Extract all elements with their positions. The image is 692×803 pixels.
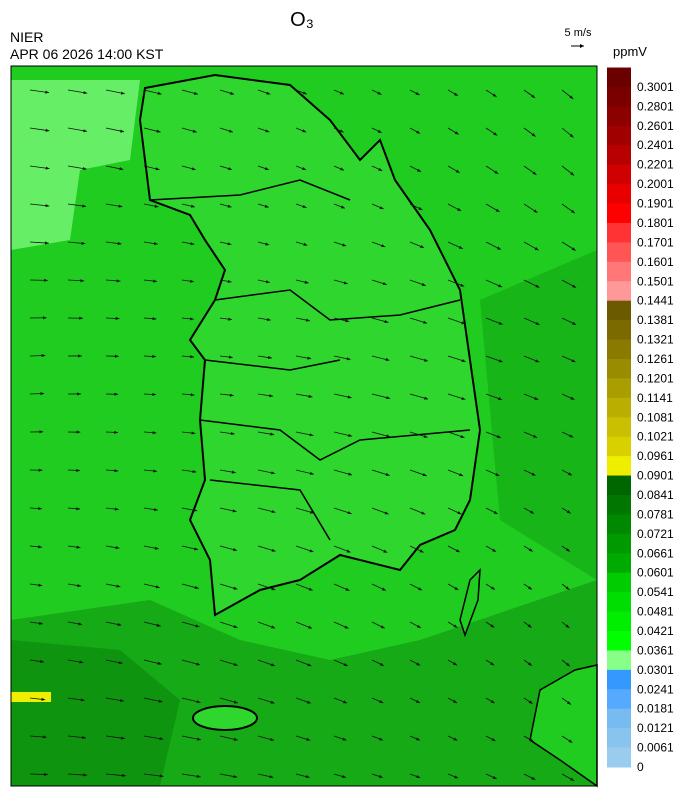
marker — [11, 692, 51, 702]
colorbar-segment — [607, 592, 631, 612]
colorbar-segment — [607, 689, 631, 709]
colorbar-label: 0.0121 — [637, 721, 674, 735]
colorbar-label: 0.0901 — [637, 469, 674, 483]
colorbar-label: 0.1201 — [637, 371, 674, 385]
colorbar-label: 0.0721 — [637, 527, 674, 541]
colorbar-label: 0.1601 — [637, 255, 674, 269]
colorbar-segment — [607, 456, 631, 476]
colorbar-segment — [607, 476, 631, 496]
colorbar-segment — [607, 553, 631, 573]
colorbar-label: 0.0961 — [637, 449, 674, 463]
colorbar-label: 0.1701 — [637, 235, 674, 249]
colorbar-segment — [607, 359, 631, 379]
colorbar-segment — [607, 145, 631, 165]
colorbar-segment — [607, 748, 631, 768]
jeju — [193, 706, 257, 730]
colorbar-label: 0.1321 — [637, 333, 674, 347]
source: NIER — [10, 29, 43, 45]
colorbar-label: 0.0361 — [637, 643, 674, 657]
colorbar-label: 0.1081 — [637, 410, 674, 424]
colorbar-segment — [607, 670, 631, 690]
colorbar-segment — [607, 728, 631, 748]
colorbar-segment — [607, 437, 631, 457]
wind-scale-head — [580, 44, 584, 48]
colorbar-label: 0.1021 — [637, 430, 674, 444]
colorbar-label: 0.0541 — [637, 585, 674, 599]
colorbar-label: 0.0661 — [637, 546, 674, 560]
colorbar-segment — [607, 301, 631, 321]
colorbar-segment — [607, 398, 631, 418]
colorbar-label: 0.0301 — [637, 663, 674, 677]
colorbar-label: 0.1381 — [637, 313, 674, 327]
colorbar-label: 0.2801 — [637, 99, 674, 113]
colorbar-label: 0.0421 — [637, 624, 674, 638]
colorbar-segment — [607, 417, 631, 437]
colorbar-segment — [607, 534, 631, 554]
colorbar-label: 0.0481 — [637, 605, 674, 619]
colorbar: 0.3001 0.2801 0.2601 0.2401 0.2201 0.2001 0.19… — [607, 68, 674, 774]
colorbar-segment — [607, 126, 631, 146]
colorbar-label: 0.0061 — [637, 741, 674, 755]
colorbar-segment — [607, 223, 631, 243]
datetime: APR 06 2026 14:00 KST — [10, 46, 164, 62]
colorbar-segment — [607, 612, 631, 632]
colorbar-segment — [607, 340, 631, 360]
map — [11, 66, 597, 786]
colorbar-segment — [607, 204, 631, 224]
colorbar-segment — [607, 709, 631, 729]
colorbar-label: 0.2001 — [637, 177, 674, 191]
colorbar-segment — [607, 184, 631, 204]
colorbar-segment — [607, 495, 631, 515]
unit: ppmV — [613, 44, 647, 59]
colorbar-label: 0.0181 — [637, 702, 674, 716]
colorbar-label: 0 — [637, 760, 644, 774]
colorbar-label: 0.2201 — [637, 158, 674, 172]
colorbar-label: 0.2601 — [637, 119, 674, 133]
colorbar-label: 0.1141 — [637, 391, 673, 405]
colorbar-segment — [607, 320, 631, 340]
colorbar-label: 0.0781 — [637, 507, 674, 521]
colorbar-label: 0.1501 — [637, 274, 674, 288]
colorbar-segment — [607, 68, 631, 88]
colorbar-segment — [607, 378, 631, 398]
colorbar-label: 0.1441 — [637, 294, 674, 308]
colorbar-segment — [607, 631, 631, 651]
colorbar-segment — [607, 573, 631, 593]
colorbar-segment — [607, 106, 631, 126]
colorbar-segment — [607, 87, 631, 107]
colorbar-segment — [607, 165, 631, 185]
colorbar-label: 0.3001 — [637, 80, 674, 94]
colorbar-label: 0.0241 — [637, 682, 674, 696]
colorbar-label: 0.1261 — [637, 352, 674, 366]
colorbar-segment — [607, 650, 631, 670]
colorbar-label: 0.0841 — [637, 488, 674, 502]
colorbar-label: 0.2401 — [637, 138, 674, 152]
colorbar-segment — [607, 514, 631, 534]
colorbar-segment — [607, 281, 631, 301]
title: O₃ — [290, 9, 314, 31]
wind-scale: 5 m/s — [565, 27, 592, 39]
colorbar-segment — [607, 242, 631, 262]
colorbar-label: 0.1901 — [637, 197, 674, 211]
colorbar-label: 0.0601 — [637, 566, 674, 580]
colorbar-label: 0.1801 — [637, 216, 674, 230]
colorbar-segment — [607, 262, 631, 282]
